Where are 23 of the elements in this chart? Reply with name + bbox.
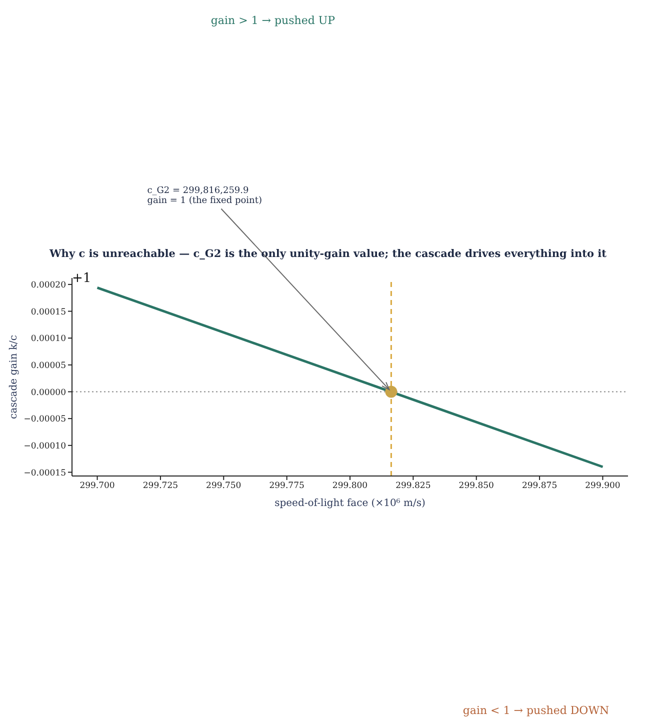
y-tick-label: 0.00000 (30, 388, 66, 398)
y-tick-label: 0.00015 (30, 307, 66, 318)
text: gain < 1 → pushed DOWN (462, 704, 610, 717)
x-tick-label: 299.700 (80, 481, 115, 492)
y-tick-label: 0.00010 (30, 334, 66, 344)
x-tick-label: 299.800 (332, 481, 368, 492)
y-tick-label: −0.00015 (24, 468, 66, 478)
x-tick-label: 299.875 (522, 481, 558, 492)
x-tick-label: 299.900 (585, 481, 620, 492)
y-tick-label: 0.00020 (30, 280, 66, 290)
x-tick-label: 299.750 (206, 481, 242, 492)
y-axis-title: cascade gain k/c (8, 334, 20, 419)
x-axis-title: speed-of-light face (×10⁶ m/s) (274, 498, 426, 509)
x-tick-label: 299.725 (142, 481, 178, 492)
annotation: +1 (72, 271, 92, 286)
y-tick-label: −0.00010 (24, 441, 66, 452)
annotation: c_G2 = 299,816,259.9 gain = 1 (the fixed point) (147, 186, 262, 206)
y-tick-label: 0.00005 (30, 360, 66, 371)
y-tick-label: −0.00005 (24, 414, 66, 425)
x-tick-label: 299.850 (458, 481, 494, 492)
text: gain > 1 → pushed UP (210, 14, 336, 27)
x-tick-label: 299.775 (269, 481, 304, 492)
x-tick-label: 299.825 (396, 481, 431, 492)
